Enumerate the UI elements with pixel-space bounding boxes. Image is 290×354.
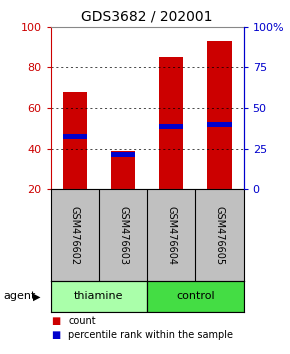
Bar <box>111 151 135 189</box>
Title: GDS3682 / 202001: GDS3682 / 202001 <box>81 10 213 24</box>
Text: GSM476603: GSM476603 <box>118 206 128 265</box>
Bar <box>63 134 87 139</box>
Text: GSM476604: GSM476604 <box>166 206 176 265</box>
Text: count: count <box>68 316 96 326</box>
Text: ■: ■ <box>51 316 60 326</box>
Text: thiamine: thiamine <box>74 291 124 302</box>
Bar <box>147 281 244 312</box>
Text: agent: agent <box>3 291 35 302</box>
Text: ▶: ▶ <box>33 291 41 302</box>
Bar <box>63 92 87 189</box>
Text: ■: ■ <box>51 330 60 339</box>
Text: control: control <box>176 291 215 302</box>
Bar <box>207 122 231 127</box>
Bar <box>159 57 183 189</box>
Bar <box>51 281 147 312</box>
Text: GSM476605: GSM476605 <box>215 206 224 265</box>
Text: percentile rank within the sample: percentile rank within the sample <box>68 330 233 339</box>
Bar <box>159 124 183 129</box>
Bar <box>207 41 231 189</box>
Text: GSM476602: GSM476602 <box>70 206 80 265</box>
Bar <box>111 152 135 157</box>
